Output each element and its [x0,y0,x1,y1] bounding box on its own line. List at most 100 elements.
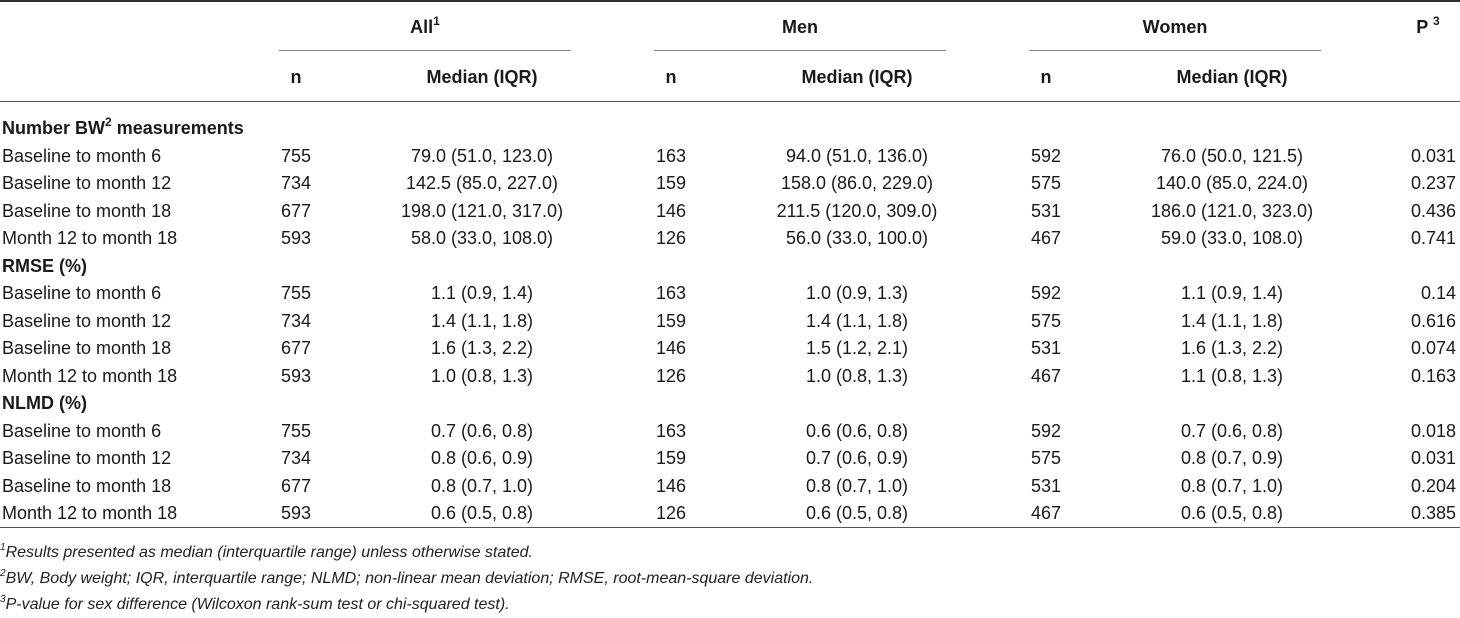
cell-women-n: 531 [1030,200,1062,221]
cell-p-value: 0.074 [1410,338,1456,358]
cell-p-value: 0.616 [1410,310,1456,331]
header-women-median: Median (IQR) [1176,67,1288,87]
cell-women-n: 467 [1030,365,1062,386]
cell-men-n: 126 [655,503,687,523]
cell-women-median: 1.1 (0.8, 1.3) [1180,365,1284,386]
cell-p-value: 0.237 [1410,173,1456,193]
row-label: Baseline to month 12 [2,310,172,331]
cell-men-n: 159 [655,310,687,331]
cell-all-median: 0.8 (0.7, 1.0) [430,475,534,496]
cell-women-median: 0.8 (0.7, 1.0) [1180,475,1284,496]
row-label: Baseline to month 18 [2,475,172,496]
group-rule-women [1029,50,1321,51]
cell-women-n: 592 [1030,283,1062,303]
row-label: Baseline to month 6 [2,283,162,303]
cell-men-median: 0.7 (0.6, 0.9) [805,448,909,468]
row-label: Baseline to month 18 [2,338,172,358]
cell-men-median: 56.0 (33.0, 100.0) [785,228,929,248]
bottom-rule [0,527,1460,528]
cell-all-n: 677 [280,200,312,221]
cell-men-n: 163 [655,420,687,441]
cell-women-n: 592 [1030,145,1062,166]
header-all-median: Median (IQR) [426,67,538,87]
cell-all-median: 1.1 (0.9, 1.4) [430,283,534,303]
cell-p-value: 0.14 [1420,283,1456,303]
cell-men-median: 1.5 (1.2, 2.1) [805,338,909,358]
cell-men-median: 211.5 (120.0, 309.0) [776,200,938,221]
cell-women-median: 59.0 (33.0, 108.0) [1160,228,1304,248]
footnote-2: 2BW, Body weight; IQR, interquartile ran… [0,567,814,587]
cell-all-median: 0.8 (0.6, 0.9) [430,448,534,468]
cell-men-n: 126 [655,228,687,248]
top-rule [0,0,1460,2]
header-men-n: n [665,67,677,87]
section-title: RMSE (%) [2,255,87,276]
cell-men-median: 0.8 (0.7, 1.0) [805,475,909,496]
cell-p-value: 0.031 [1410,145,1456,166]
cell-men-n: 159 [655,448,687,468]
cell-men-n: 146 [655,475,687,496]
cell-men-median: 1.4 (1.1, 1.8) [805,310,909,331]
footnote-3: 3P-value for sex difference (Wilcoxon ra… [0,593,510,613]
cell-women-n: 575 [1030,310,1062,331]
row-label: Baseline to month 6 [2,145,162,166]
cell-men-median: 0.6 (0.5, 0.8) [805,503,909,523]
header-all: All1 [410,14,440,37]
footnote-1: 1Results presented as median (interquart… [0,541,533,561]
header-men: Men [782,17,818,37]
cell-women-n: 592 [1030,420,1062,441]
cell-men-median: 158.0 (86.0, 229.0) [780,173,934,193]
cell-all-n: 593 [280,365,312,386]
cell-p-value: 0.436 [1410,200,1456,221]
cell-women-median: 186.0 (121.0, 323.0) [1150,200,1314,221]
cell-all-n: 755 [280,420,312,441]
cell-all-n: 593 [280,228,312,248]
cell-all-median: 142.5 (85.0, 227.0) [405,173,559,193]
cell-women-median: 1.4 (1.1, 1.8) [1180,310,1284,331]
row-label: Baseline to month 18 [2,200,172,221]
cell-men-median: 94.0 (51.0, 136.0) [785,145,929,166]
row-label: Baseline to month 12 [2,173,172,193]
cell-p-value: 0.018 [1410,420,1456,441]
row-label: Baseline to month 6 [2,420,162,441]
cell-all-median: 0.6 (0.5, 0.8) [430,503,534,523]
cell-women-median: 1.1 (0.9, 1.4) [1180,283,1284,303]
cell-all-n: 755 [280,145,312,166]
cell-p-value: 0.385 [1410,503,1456,523]
cell-p-value: 0.204 [1410,475,1456,496]
cell-all-median: 1.6 (1.3, 2.2) [430,338,534,358]
cell-all-n: 755 [280,283,312,303]
cell-women-median: 0.7 (0.6, 0.8) [1180,420,1284,441]
row-label: Month 12 to month 18 [2,365,178,386]
cell-all-median: 1.0 (0.8, 1.3) [430,365,534,386]
group-rule-all [279,50,571,51]
cell-men-n: 159 [655,173,687,193]
cell-all-n: 734 [280,310,312,331]
cell-all-median: 58.0 (33.0, 108.0) [410,228,554,248]
cell-all-n: 734 [280,173,312,193]
cell-women-median: 76.0 (50.0, 121.5) [1160,145,1304,166]
group-rule-men [654,50,946,51]
cell-all-median: 79.0 (51.0, 123.0) [410,145,554,166]
cell-p-value: 0.031 [1410,448,1456,468]
cell-women-n: 467 [1030,228,1062,248]
cell-p-value: 0.163 [1410,365,1456,386]
section-title: NLMD (%) [2,393,87,413]
cell-women-n: 531 [1030,338,1062,358]
cell-all-median: 0.7 (0.6, 0.8) [430,420,534,441]
cell-women-n: 575 [1030,448,1062,468]
cell-men-median: 1.0 (0.9, 1.3) [805,283,909,303]
cell-women-n: 531 [1030,475,1062,496]
cell-all-median: 1.4 (1.1, 1.8) [430,310,534,331]
header-women-n: n [1040,67,1052,87]
cell-men-median: 1.0 (0.8, 1.3) [805,365,909,386]
cell-women-median: 1.6 (1.3, 2.2) [1180,338,1284,358]
cell-women-median: 0.8 (0.7, 0.9) [1180,448,1284,468]
cell-men-n: 146 [655,338,687,358]
cell-women-median: 0.6 (0.5, 0.8) [1180,503,1284,523]
cell-men-median: 0.6 (0.6, 0.8) [805,420,909,441]
cell-all-n: 677 [280,475,312,496]
header-rule [0,101,1460,102]
cell-men-n: 126 [655,365,687,386]
cell-men-n: 163 [655,283,687,303]
